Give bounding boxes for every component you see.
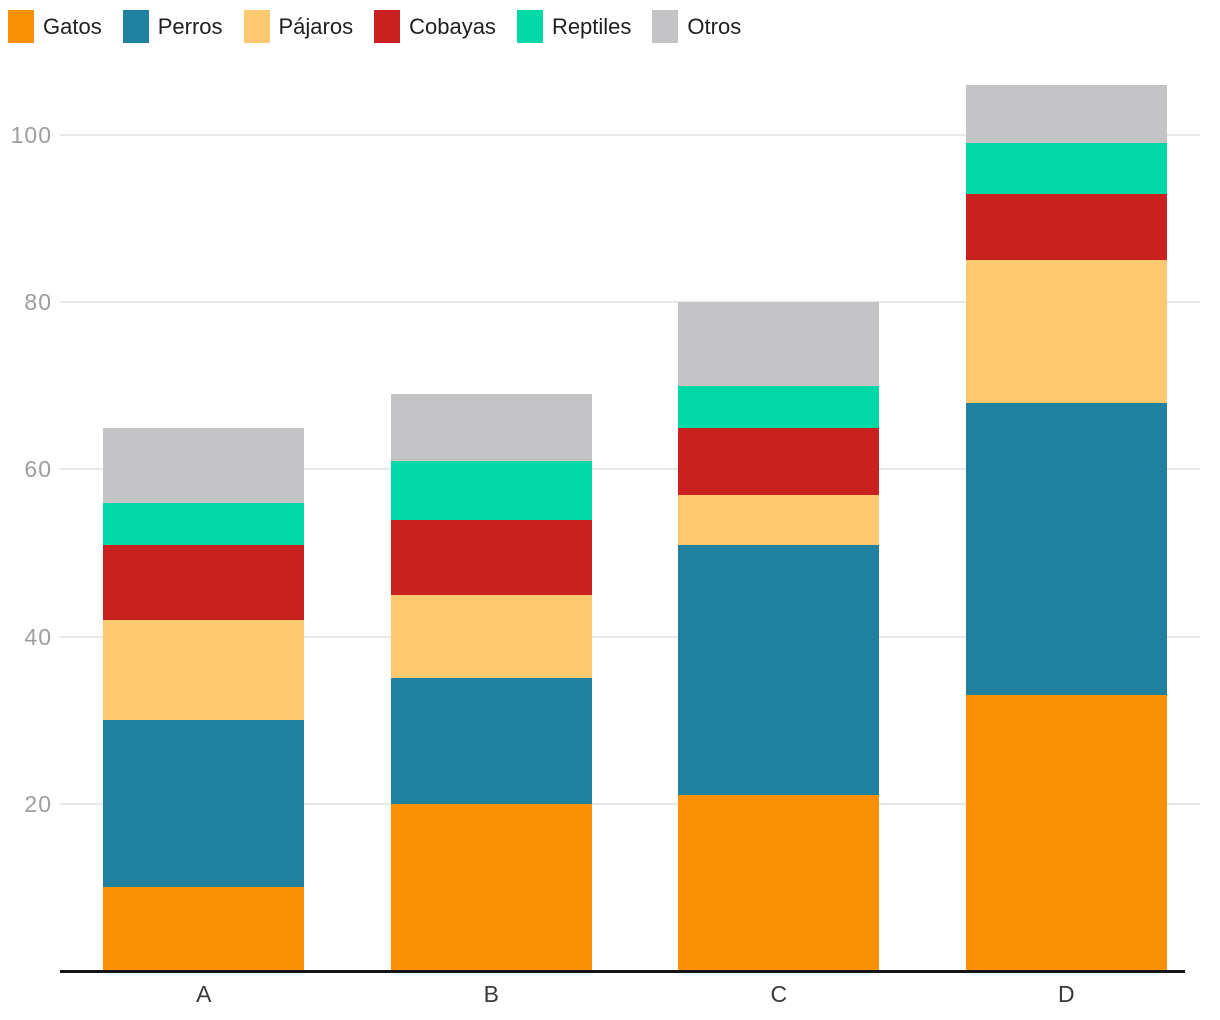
legend: Gatos Perros Pájaros Cobayas Reptiles Otros — [8, 10, 762, 43]
legend-item-pajaros[interactable]: Pájaros — [243, 10, 354, 43]
x-category-label-a: A — [196, 981, 212, 1007]
bars — [60, 81, 1210, 971]
segment-reptiles-d[interactable] — [965, 143, 1167, 194]
bar-group-a — [60, 81, 348, 971]
legend-swatch-icon — [516, 10, 543, 43]
stacked-bar-a — [103, 427, 305, 971]
legend-label: Cobayas — [409, 14, 496, 39]
y-tick-label: 20 — [24, 790, 52, 817]
legend-label: Otros — [687, 14, 742, 39]
segment-cobayas-d[interactable] — [965, 193, 1167, 261]
segment-perros-b[interactable] — [390, 678, 592, 804]
y-axis-labels: 20 40 60 80 100 — [0, 81, 52, 971]
bar-group-c — [635, 81, 923, 971]
segment-reptiles-c[interactable] — [678, 385, 880, 428]
legend-item-cobayas[interactable]: Cobayas — [374, 10, 496, 43]
segment-otros-b[interactable] — [390, 394, 592, 462]
bar-group-b — [348, 81, 636, 971]
legend-swatch-icon — [374, 10, 401, 43]
legend-label: Pájaros — [278, 14, 354, 39]
segment-pajaros-c[interactable] — [678, 494, 880, 545]
segment-perros-c[interactable] — [678, 544, 880, 796]
segment-reptiles-a[interactable] — [103, 502, 305, 545]
legend-label: Reptiles — [551, 14, 632, 39]
segment-otros-d[interactable] — [965, 84, 1167, 144]
segment-perros-d[interactable] — [965, 402, 1167, 696]
legend-label: Gatos — [43, 14, 102, 39]
segment-otros-a[interactable] — [103, 427, 305, 503]
segment-gatos-b[interactable] — [390, 803, 592, 971]
segment-cobayas-c[interactable] — [678, 427, 880, 495]
legend-swatch-icon — [122, 10, 149, 43]
gridline — [60, 134, 1200, 136]
segment-gatos-a[interactable] — [103, 887, 305, 971]
segment-reptiles-b[interactable] — [390, 461, 592, 520]
legend-swatch-icon — [652, 10, 679, 43]
x-category-label-d: D — [1057, 981, 1075, 1007]
segment-otros-c[interactable] — [678, 302, 880, 386]
stacked-bar-b — [390, 394, 592, 971]
segment-cobayas-a[interactable] — [103, 544, 305, 620]
y-tick-label: 100 — [10, 122, 52, 148]
legend-item-gatos[interactable]: Gatos — [8, 10, 102, 43]
gridline — [60, 468, 1200, 471]
legend-item-reptiles[interactable]: Reptiles — [516, 10, 632, 43]
segment-pajaros-b[interactable] — [390, 594, 592, 679]
y-tick-label: 60 — [24, 456, 52, 483]
segment-pajaros-d[interactable] — [965, 260, 1167, 403]
legend-swatch-icon — [8, 10, 34, 43]
legend-item-perros[interactable]: Perros — [122, 10, 223, 43]
stacked-bar-d — [965, 84, 1167, 971]
y-tick-label: 40 — [24, 623, 52, 650]
gridline — [60, 802, 1200, 805]
legend-label: Perros — [157, 14, 223, 39]
segment-cobayas-b[interactable] — [390, 519, 592, 595]
segment-pajaros-a[interactable] — [103, 619, 305, 721]
segment-gatos-d[interactable] — [965, 695, 1167, 971]
x-axis-line — [60, 970, 1185, 973]
legend-item-otros[interactable]: Otros — [652, 10, 741, 43]
gridline — [60, 301, 1200, 304]
x-axis-labels: A B C D — [60, 981, 1210, 1008]
legend-swatch-icon — [243, 10, 270, 43]
bar-group-d — [923, 81, 1211, 971]
stacked-bar-c — [678, 302, 880, 971]
segment-gatos-c[interactable] — [678, 795, 880, 971]
x-category-label-c: C — [770, 981, 788, 1007]
gridline — [60, 635, 1200, 638]
segment-perros-a[interactable] — [103, 720, 305, 888]
y-tick-label: 80 — [24, 289, 52, 316]
x-category-label-b: B — [483, 981, 499, 1007]
plot-area — [60, 81, 1210, 973]
